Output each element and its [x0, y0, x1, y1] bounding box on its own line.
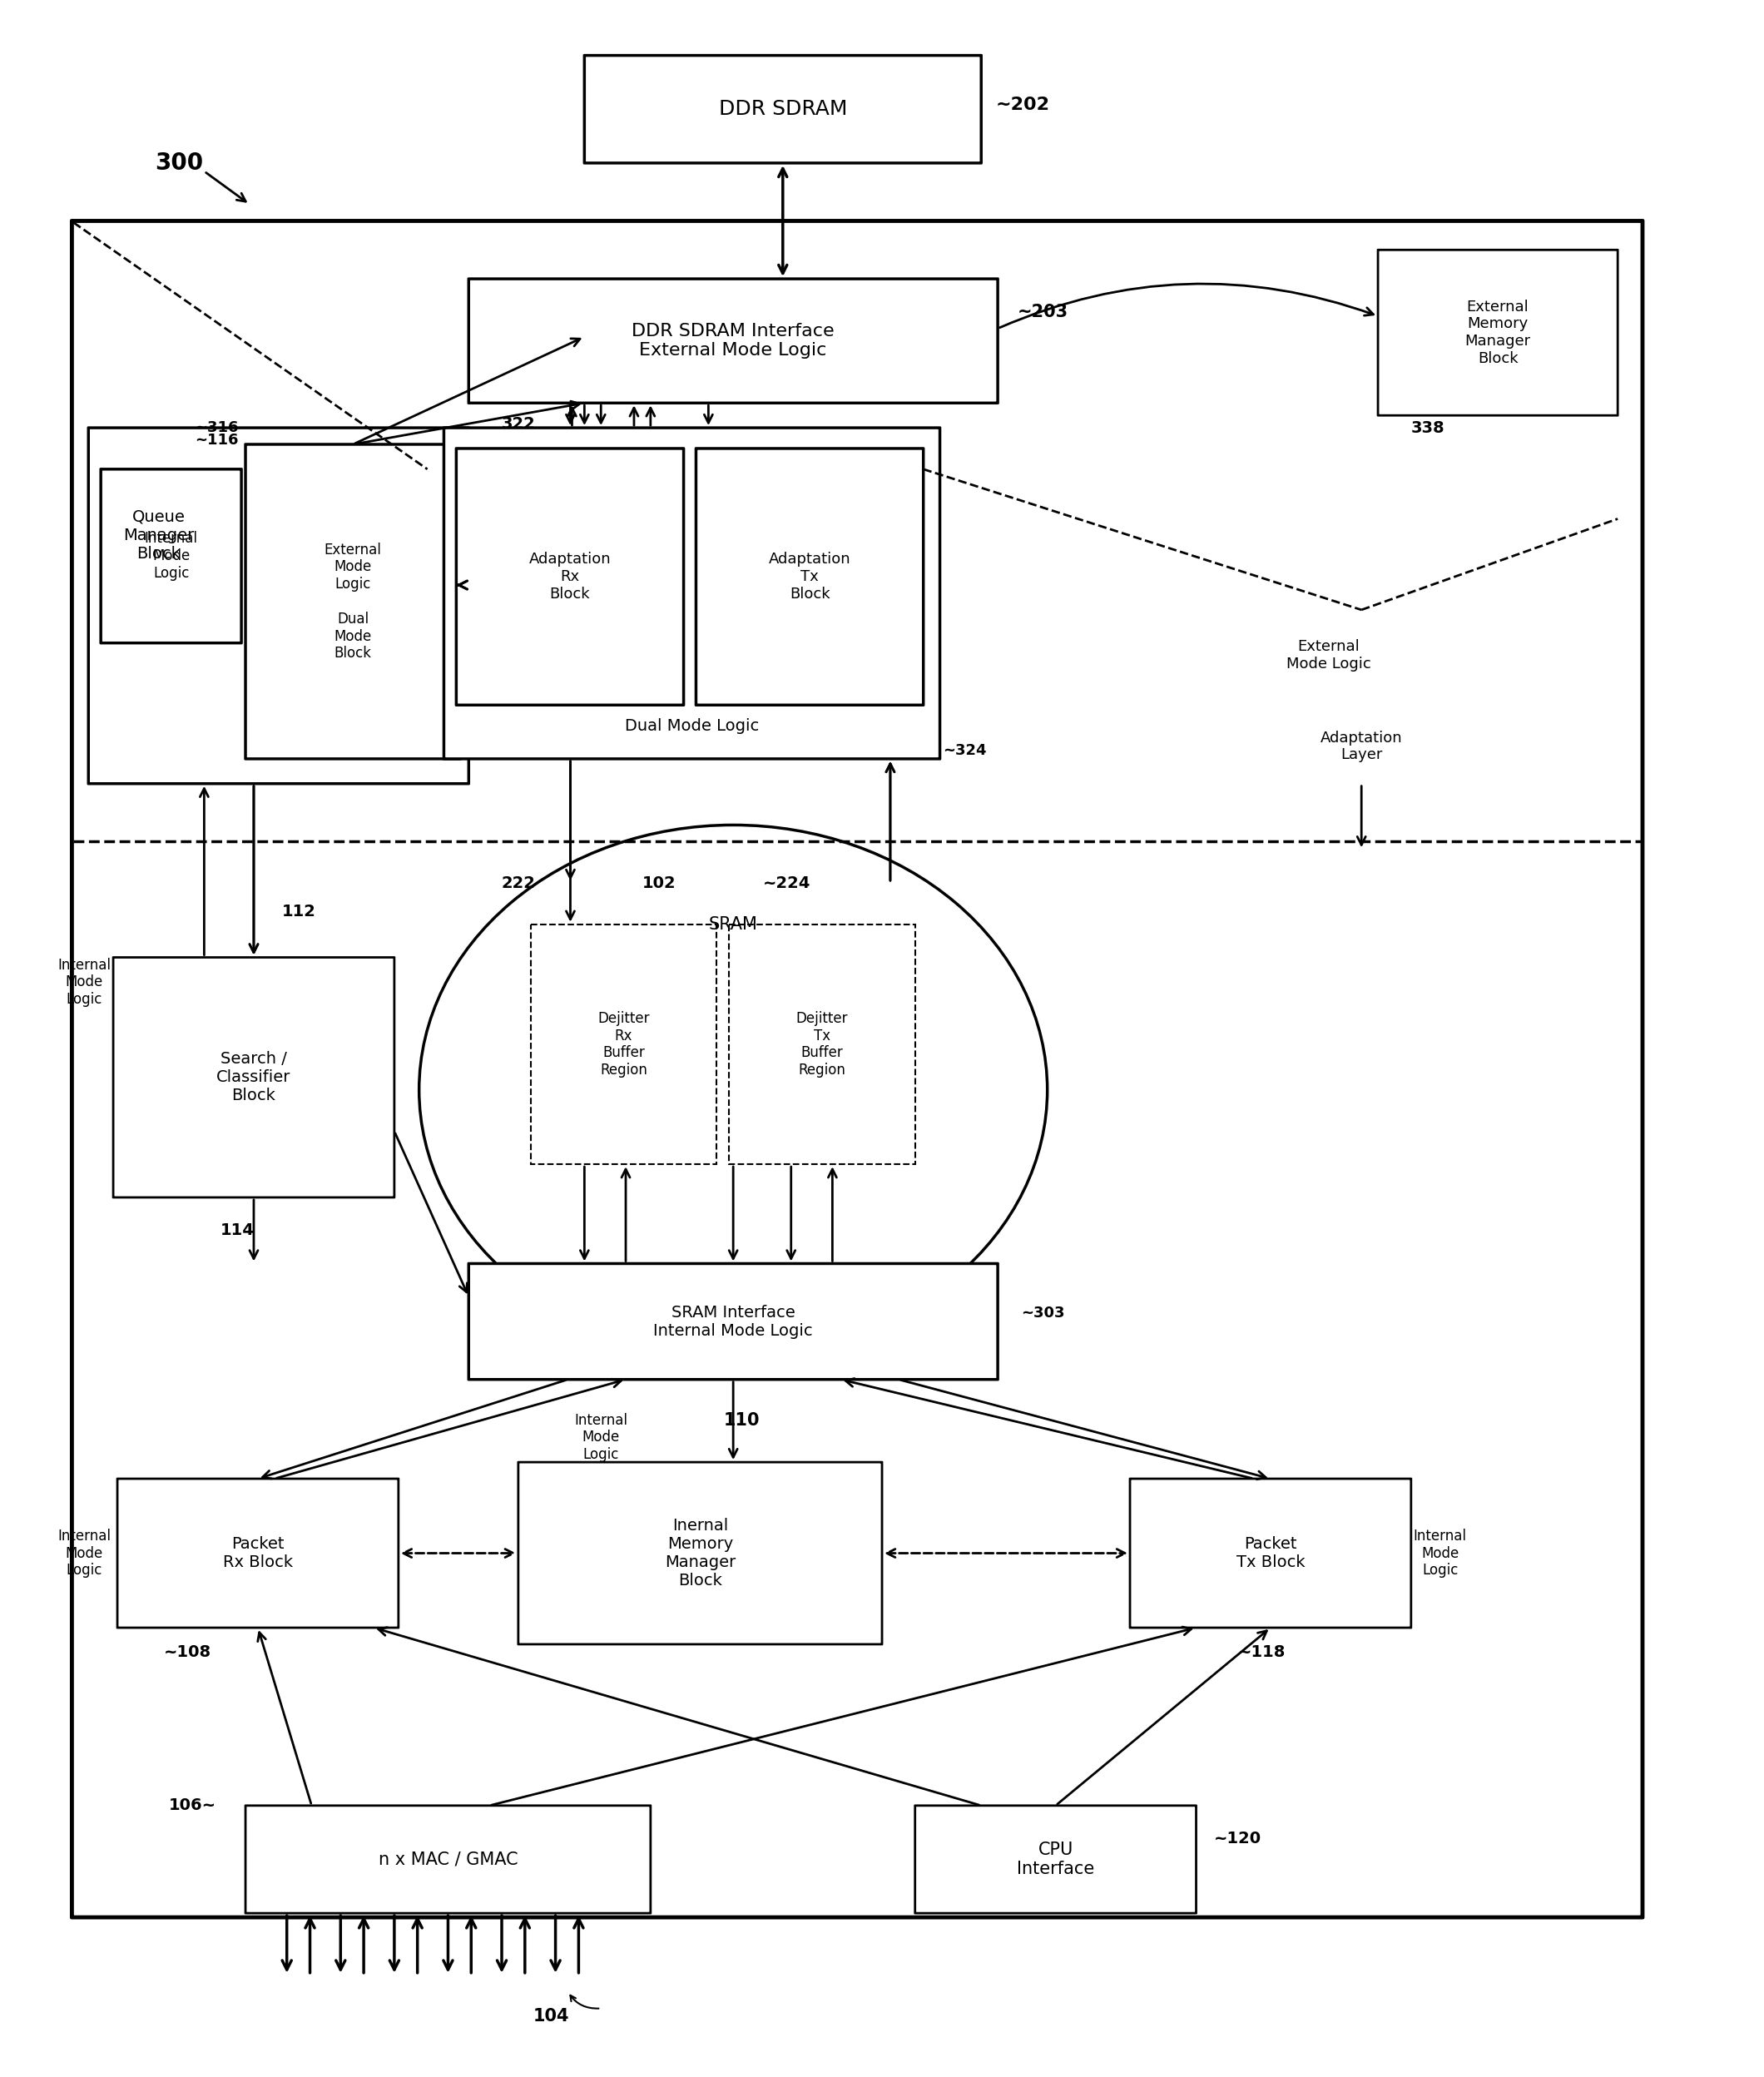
Text: Dual Mode Logic: Dual Mode Logic — [624, 719, 759, 733]
Text: Adaptation
Tx
Block: Adaptation Tx Block — [769, 552, 850, 602]
Text: 300: 300 — [155, 152, 203, 174]
Text: ~108: ~108 — [164, 1645, 212, 1660]
Text: 338: 338 — [1411, 420, 1445, 436]
Text: 104: 104 — [533, 2008, 570, 2025]
FancyBboxPatch shape — [531, 924, 716, 1165]
Text: ~120: ~120 — [1214, 1830, 1261, 1846]
FancyBboxPatch shape — [101, 469, 242, 644]
Text: ~324: ~324 — [942, 744, 986, 758]
FancyBboxPatch shape — [469, 278, 998, 403]
Text: Inernal
Memory
Manager
Block: Inernal Memory Manager Block — [665, 1518, 736, 1589]
Text: SRAM: SRAM — [709, 916, 759, 933]
Text: Internal
Mode
Logic: Internal Mode Logic — [58, 957, 111, 1007]
Text: 106~: 106~ — [169, 1799, 217, 1813]
Text: 222: 222 — [501, 874, 534, 891]
Text: External
Memory
Manager
Block: External Memory Manager Block — [1464, 299, 1531, 366]
Text: Internal
Mode
Logic: Internal Mode Logic — [58, 1529, 111, 1579]
Text: SRAM Interface
Internal Mode Logic: SRAM Interface Internal Mode Logic — [653, 1304, 813, 1338]
FancyBboxPatch shape — [72, 220, 1642, 1917]
Text: ~116: ~116 — [194, 432, 238, 449]
Text: Adaptation
Layer: Adaptation Layer — [1321, 731, 1402, 762]
Text: ~316: ~316 — [194, 420, 238, 436]
Text: 102: 102 — [642, 874, 676, 891]
Text: 114: 114 — [220, 1223, 254, 1238]
Text: ~303: ~303 — [1021, 1306, 1065, 1321]
FancyBboxPatch shape — [469, 1263, 998, 1379]
Text: ~118: ~118 — [1238, 1645, 1286, 1660]
Text: Packet
Rx Block: Packet Rx Block — [222, 1537, 293, 1570]
Text: ~203: ~203 — [1018, 303, 1069, 320]
FancyBboxPatch shape — [245, 1805, 651, 1913]
Text: 322: 322 — [501, 415, 534, 432]
FancyBboxPatch shape — [519, 1462, 882, 1645]
Text: CPU
Interface: CPU Interface — [1016, 1842, 1094, 1878]
FancyBboxPatch shape — [457, 449, 684, 704]
FancyBboxPatch shape — [916, 1805, 1196, 1913]
FancyBboxPatch shape — [445, 428, 940, 758]
Text: Adaptation
Rx
Block: Adaptation Rx Block — [529, 552, 610, 602]
Text: ~202: ~202 — [995, 98, 1050, 114]
Ellipse shape — [420, 825, 1048, 1354]
Text: ~224: ~224 — [764, 874, 811, 891]
Text: n x MAC / GMAC: n x MAC / GMAC — [377, 1851, 519, 1867]
Text: Internal
Mode
Logic: Internal Mode Logic — [145, 532, 198, 582]
Text: External
Mode Logic: External Mode Logic — [1286, 640, 1371, 671]
Text: Search /
Classifier
Block: Search / Classifier Block — [217, 1051, 291, 1103]
Text: DDR SDRAM Interface
External Mode Logic: DDR SDRAM Interface External Mode Logic — [632, 322, 834, 359]
Text: Internal
Mode
Logic: Internal Mode Logic — [575, 1412, 628, 1462]
FancyBboxPatch shape — [729, 924, 916, 1165]
FancyBboxPatch shape — [245, 444, 460, 758]
Text: Packet
Tx Block: Packet Tx Block — [1237, 1537, 1305, 1570]
FancyBboxPatch shape — [88, 428, 469, 783]
FancyBboxPatch shape — [118, 1479, 399, 1628]
FancyBboxPatch shape — [113, 957, 395, 1198]
FancyBboxPatch shape — [1131, 1479, 1411, 1628]
FancyBboxPatch shape — [1378, 249, 1618, 415]
Text: 112: 112 — [282, 903, 316, 920]
FancyBboxPatch shape — [697, 449, 923, 704]
Text: Queue
Manager
Block: Queue Manager Block — [123, 509, 194, 561]
Text: 110: 110 — [723, 1412, 760, 1429]
Text: Internal
Mode
Logic: Internal Mode Logic — [1413, 1529, 1466, 1579]
Text: External
Mode
Logic

Dual
Mode
Block: External Mode Logic Dual Mode Block — [325, 542, 381, 660]
Text: Dejitter
Rx
Buffer
Region: Dejitter Rx Buffer Region — [598, 1011, 649, 1078]
Text: Dejitter
Tx
Buffer
Region: Dejitter Tx Buffer Region — [796, 1011, 848, 1078]
Text: DDR SDRAM: DDR SDRAM — [718, 100, 847, 118]
FancyBboxPatch shape — [584, 56, 981, 162]
